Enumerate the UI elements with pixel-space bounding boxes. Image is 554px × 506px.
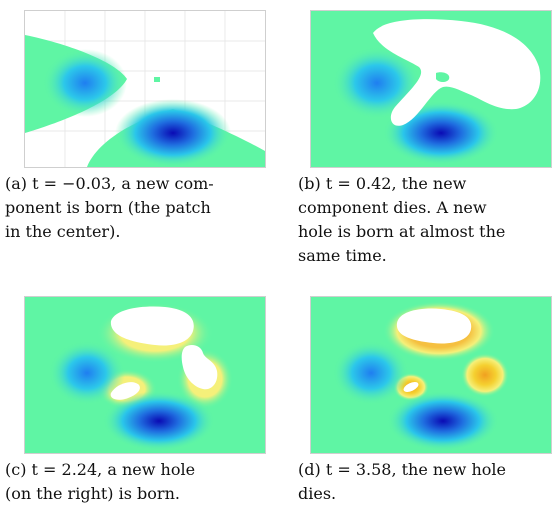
hole-right-new bbox=[181, 345, 218, 390]
caption-b-line-2: component dies. A new bbox=[298, 198, 487, 217]
caption-d-line-1: (d) t = 3.58, the new hole bbox=[298, 460, 506, 479]
caption-a: (a) t = −0.03, a new com- ponent is born… bbox=[5, 172, 267, 244]
hole-top bbox=[396, 308, 472, 344]
hole-small bbox=[110, 382, 140, 400]
caption-a-line-2: ponent is born (the patch bbox=[5, 198, 211, 217]
caption-a-line-3: in the center). bbox=[5, 222, 121, 241]
plot-a bbox=[24, 10, 266, 168]
hole-top bbox=[110, 306, 194, 346]
caption-c: (c) t = 2.24, a new hole (on the right) … bbox=[5, 458, 267, 506]
caption-b: (b) t = 0.42, the new component dies. A … bbox=[298, 172, 550, 268]
caption-c-line-2: (on the right) is born. bbox=[5, 484, 180, 503]
plot-c bbox=[24, 296, 266, 454]
new-component-patch bbox=[154, 77, 160, 82]
caption-b-line-3: hole is born at almost the bbox=[298, 222, 506, 241]
caption-b-line-1: (b) t = 0.42, the new bbox=[298, 174, 467, 193]
plot-b bbox=[310, 10, 552, 168]
caption-d-line-2: dies. bbox=[298, 484, 337, 503]
hole-small bbox=[403, 382, 419, 392]
hole-large bbox=[373, 19, 541, 126]
caption-a-line-1: (a) t = −0.03, a new com- bbox=[5, 174, 214, 193]
caption-d: (d) t = 3.58, the new hole dies. bbox=[298, 458, 550, 506]
caption-c-line-1: (c) t = 2.24, a new hole bbox=[5, 460, 196, 479]
caption-b-line-4: same time. bbox=[298, 246, 387, 265]
plot-d bbox=[310, 296, 552, 454]
